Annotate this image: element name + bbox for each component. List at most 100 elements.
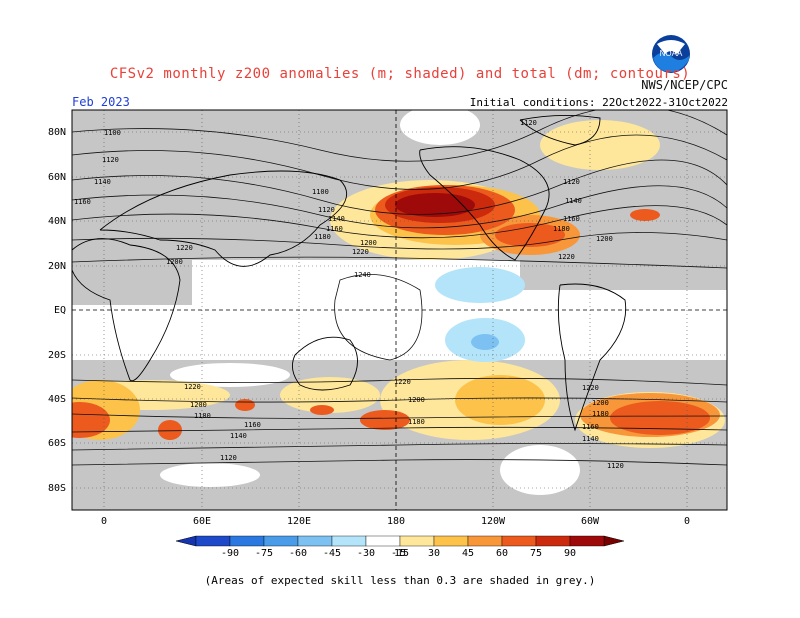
colorbar-segment [263, 535, 299, 547]
lat-label: 60S [48, 438, 66, 449]
coastlines [72, 114, 627, 432]
colorbar-segment [331, 535, 367, 547]
contour-label: 1140 [230, 432, 247, 440]
africa-outline [72, 238, 181, 382]
colorbar-segment [229, 535, 265, 547]
contour-label: 1200 [408, 396, 425, 404]
eurasia-outline [99, 170, 348, 267]
colorbar-segment [433, 535, 469, 547]
contour-label: 1140 [328, 215, 345, 223]
contour-label: 1160 [563, 215, 580, 223]
lat-label: 80S [48, 483, 66, 494]
colorbar-min-arrow [175, 535, 197, 547]
contour-label: 1120 [220, 454, 237, 462]
positive-anomalies [72, 120, 725, 448]
colorbar-tick-label: 30 [428, 548, 440, 559]
contour-label: 1220 [352, 248, 369, 256]
contour-label: 1140 [582, 435, 599, 443]
contour-label: 1200 [360, 239, 377, 247]
initial-conditions: Initial conditions: 22Oct2022-31Oct2022 [469, 96, 728, 109]
lon-label: 120W [481, 516, 506, 527]
greenland-outline [519, 114, 601, 146]
contour-label: 1180 [553, 225, 570, 233]
colorbar-tick-label: 90 [564, 548, 576, 559]
colorbar-tick-label: 45 [462, 548, 474, 559]
colorbar-tick-label: -45 [323, 548, 341, 559]
contour-label: 1120 [520, 119, 537, 127]
contour-label: 1100 [104, 129, 121, 137]
contour-label: 1220 [582, 384, 599, 392]
contour-label: 1240 [354, 271, 371, 279]
lat-label: 40S [48, 394, 66, 405]
map-frame [71, 109, 728, 511]
agency-label: NWS/NCEP/CPC [641, 78, 728, 92]
colorbar-segment [535, 535, 571, 547]
colorbar-segment [365, 535, 401, 547]
contour-label: 1220 [394, 378, 411, 386]
contour-label: 1120 [318, 206, 335, 214]
forecast-month: Feb 2023 [72, 95, 130, 109]
contour-label: 1180 [408, 418, 425, 426]
colorbar-segment [195, 535, 231, 547]
contour-label: 1140 [94, 178, 111, 186]
colorbar-segment [569, 535, 605, 547]
skill-footnote: (Areas of expected skill less than 0.3 a… [204, 574, 596, 587]
contour-label: 1160 [74, 198, 91, 206]
contour-label: 1220 [176, 244, 193, 252]
contour-label: 1200 [596, 235, 613, 243]
contour-label: 1220 [558, 253, 575, 261]
map-title: CFSv2 monthly z200 anomalies (m; shaded)… [109, 66, 691, 82]
colorbar-max-arrow [603, 535, 625, 547]
contour-labels: 1100 1120 1140 1160 1100 1120 1140 1160 … [74, 119, 624, 470]
reference-lines [72, 110, 727, 510]
colorbar-tick-label: -60 [289, 548, 307, 559]
colorbar-tick-label: -30 [357, 548, 375, 559]
lon-label: 0 [684, 516, 690, 527]
noaa-logo: NOAA [651, 34, 691, 74]
lat-label: 20S [48, 350, 66, 361]
lon-label: 180 [387, 516, 405, 527]
colorbar-segment [297, 535, 333, 547]
north-america-outline [419, 146, 550, 261]
contour-label: 1140 [565, 197, 582, 205]
contour-label: 1180 [314, 233, 331, 241]
colorbar-tick-label: -90 [221, 548, 239, 559]
lat-label: 20N [48, 261, 66, 272]
lon-label: 60W [581, 516, 600, 527]
lat-label: EQ [54, 305, 66, 316]
lat-label: 60N [48, 172, 66, 183]
contour-label: 1120 [563, 178, 580, 186]
lon-label: 0 [101, 516, 107, 527]
contour-label: 1120 [607, 462, 624, 470]
colorbar-tick-label: -75 [255, 548, 273, 559]
longitude-axis: 0 60E 120E 180 120W 60W 0 [101, 516, 690, 527]
contour-label: 1180 [592, 410, 609, 418]
logo-text: NOAA [660, 49, 683, 58]
colorbar-tick-label: 75 [530, 548, 542, 559]
colorbar-segment [501, 535, 537, 547]
negative-anomalies [435, 267, 525, 362]
contour-label: 1200 [190, 401, 207, 409]
latitude-axis: 80N 60N 40N 20N EQ 20S 40S 60S 80S [48, 127, 66, 494]
map-field: 1100 1120 1140 1160 1100 1120 1140 1160 … [72, 110, 727, 510]
high-skill-gaps [160, 110, 580, 495]
contour-label: 1160 [326, 225, 343, 233]
lat-label: 80N [48, 127, 66, 138]
lon-label: 120E [287, 516, 311, 527]
lat-label: 40N [48, 216, 66, 227]
colorbar-tick-label: 60 [496, 548, 508, 559]
colorbar-segment [399, 535, 435, 547]
contour-label: 1160 [244, 421, 261, 429]
colorbar-tick-label: 15 [394, 548, 406, 559]
contour-label: 1200 [166, 258, 183, 266]
contour-label: 1180 [194, 412, 211, 420]
contour-label: 1200 [592, 399, 609, 407]
contour-label: 1120 [102, 156, 119, 164]
contour-label: 1220 [184, 383, 201, 391]
south-america-outline [557, 283, 627, 432]
colorbar-tick-label: -15 [391, 548, 409, 559]
australia-outline [291, 336, 358, 391]
contour-label: 1160 [582, 423, 599, 431]
